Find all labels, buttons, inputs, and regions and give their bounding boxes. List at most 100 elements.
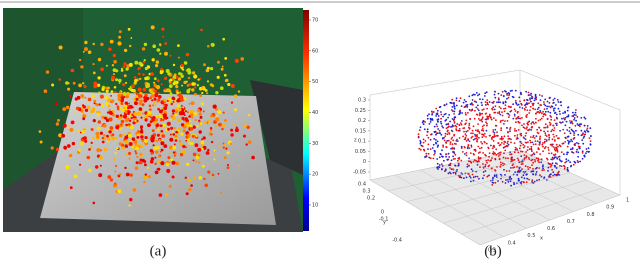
point — [467, 160, 470, 163]
point — [524, 104, 526, 107]
point — [576, 160, 579, 162]
point — [508, 114, 511, 116]
point — [110, 95, 112, 97]
point — [173, 73, 177, 77]
point — [457, 129, 460, 132]
point — [477, 145, 480, 148]
board — [40, 92, 276, 225]
point — [559, 129, 561, 132]
point — [540, 158, 543, 161]
point — [101, 140, 105, 144]
axis-edge — [369, 69, 521, 96]
point — [450, 172, 452, 175]
point — [188, 115, 191, 118]
z-tick-label: 0.25 — [355, 108, 366, 114]
point — [168, 184, 172, 188]
point — [234, 128, 239, 133]
point — [522, 146, 525, 149]
point — [177, 56, 180, 59]
point — [191, 88, 195, 92]
point — [564, 136, 567, 139]
colorbar-tick-label: 70 — [312, 18, 318, 24]
point — [189, 109, 194, 114]
point — [552, 171, 555, 174]
point — [473, 117, 476, 120]
point — [93, 99, 97, 103]
point — [186, 84, 190, 87]
point — [431, 112, 434, 114]
point — [182, 149, 186, 154]
point — [513, 108, 516, 111]
point — [509, 110, 512, 113]
point — [108, 47, 112, 51]
point — [506, 127, 508, 129]
point — [521, 124, 523, 127]
point — [158, 114, 162, 117]
point — [222, 111, 225, 114]
point — [560, 104, 563, 107]
point — [151, 134, 154, 138]
point — [532, 173, 534, 175]
point — [171, 77, 175, 81]
point — [101, 125, 103, 128]
point — [532, 161, 535, 164]
point — [512, 103, 514, 106]
point — [571, 121, 573, 124]
point — [500, 94, 503, 96]
axis-edge — [519, 69, 621, 111]
point — [439, 153, 442, 155]
point — [541, 112, 543, 115]
point — [197, 78, 200, 81]
points — [38, 25, 592, 207]
point — [481, 125, 484, 128]
point — [484, 163, 487, 166]
point — [183, 114, 186, 117]
point — [510, 138, 512, 141]
colorbar-tick-label: 10 — [312, 203, 318, 209]
point — [174, 110, 179, 114]
point — [498, 157, 501, 160]
point — [497, 142, 499, 144]
point — [151, 58, 155, 62]
point — [108, 110, 113, 115]
point — [430, 133, 433, 136]
point — [478, 130, 480, 133]
point — [490, 118, 493, 121]
point — [190, 101, 195, 106]
point — [142, 73, 145, 76]
point — [560, 165, 563, 168]
point — [590, 135, 592, 138]
y-axis-label: y — [383, 220, 386, 226]
point — [466, 106, 469, 108]
point — [537, 147, 540, 149]
point — [449, 120, 451, 123]
point — [492, 177, 494, 180]
point — [120, 140, 123, 143]
point — [106, 111, 110, 114]
point — [526, 103, 529, 105]
point — [134, 119, 137, 123]
point — [170, 115, 173, 118]
point — [100, 42, 104, 47]
point — [503, 107, 505, 110]
point — [530, 148, 533, 151]
point — [436, 132, 439, 135]
point — [494, 128, 497, 131]
point — [481, 127, 484, 130]
point — [125, 153, 128, 156]
point — [529, 166, 531, 169]
point — [201, 164, 205, 168]
point — [477, 160, 480, 163]
point — [217, 60, 220, 64]
point — [213, 149, 216, 152]
point — [512, 117, 515, 120]
point — [155, 126, 158, 129]
point — [482, 163, 484, 165]
point — [155, 150, 159, 154]
point — [225, 147, 228, 150]
point — [493, 174, 496, 177]
point — [460, 159, 463, 162]
point — [119, 106, 123, 111]
point — [512, 166, 514, 169]
